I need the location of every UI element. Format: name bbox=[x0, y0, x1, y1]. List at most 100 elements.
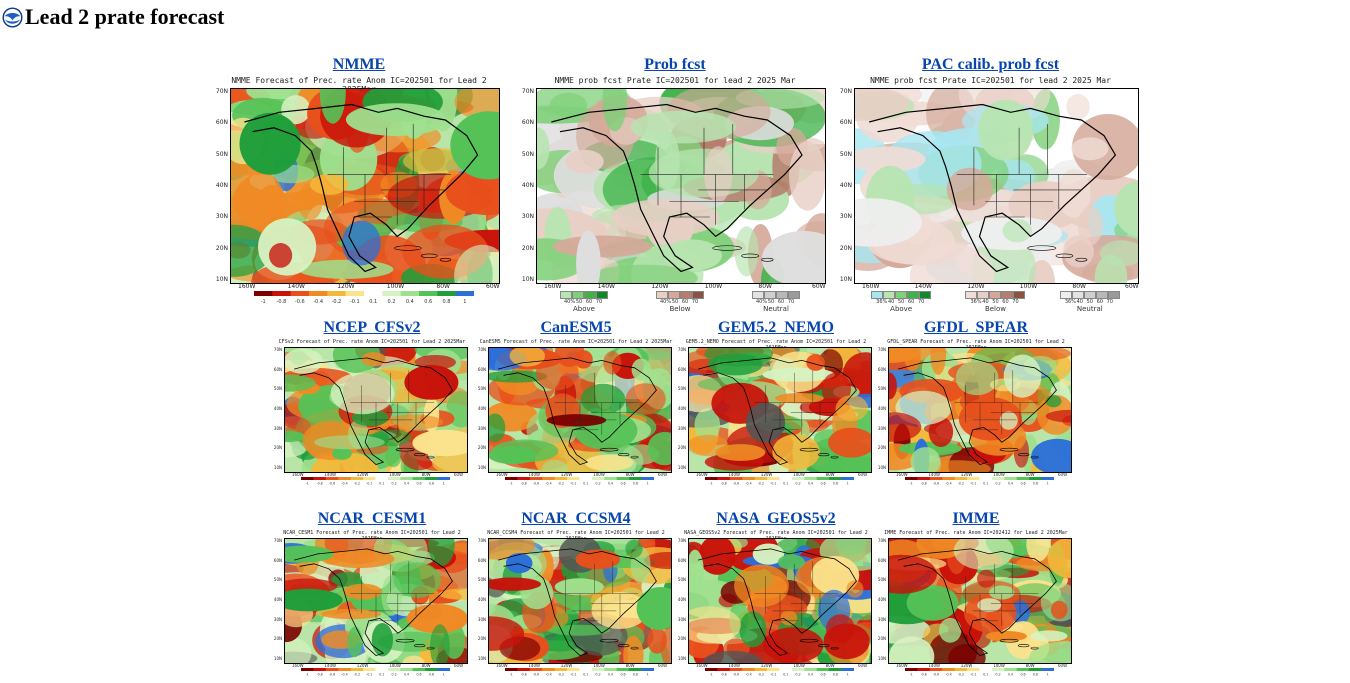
colorbar: -1 -0.8 -0.6 -0.4 -0.2 -0.1 0.1 0.2 0.4 0.6 0.8 1 bbox=[705, 668, 854, 676]
link-cesm1[interactable]: NCAR CESM1 bbox=[317, 510, 427, 527]
map-image-prob[interactable]: NMME prob fcst Prate IC=202501 for lead … bbox=[520, 76, 830, 314]
lat-label: 50N bbox=[839, 150, 852, 158]
lat-label: 70N bbox=[677, 347, 686, 352]
colorbar-swatch bbox=[382, 291, 401, 296]
link-gem52[interactable]: GEM5.2 NEMO bbox=[718, 319, 834, 336]
colorbar-tick-label: -0.8 bbox=[520, 482, 526, 486]
noaa-logo-icon[interactable] bbox=[2, 6, 23, 28]
link-gfdl[interactable]: GFDL SPEAR bbox=[923, 319, 1028, 336]
colorbar-swatch bbox=[616, 668, 630, 671]
legend-swatch bbox=[1083, 291, 1096, 299]
colorbar-tick-label: -0.8 bbox=[277, 299, 287, 304]
link-geos5v2[interactable]: NASA GEOS5v2 bbox=[716, 510, 836, 527]
colorbar-swatch bbox=[505, 668, 518, 671]
colorbar-tick-label: 0.2 bbox=[392, 482, 397, 486]
map-image-cesm1[interactable]: NCAR_CESM1 Forecast of Prec. rate Anom I… bbox=[272, 530, 472, 680]
lon-label: 60W bbox=[1058, 472, 1068, 477]
map-field bbox=[537, 89, 825, 283]
map-image-geos5v2[interactable]: NASA_GEOS5v2 Forecast of Prec. rate Anom… bbox=[676, 530, 876, 680]
legend-number: 40% bbox=[756, 299, 768, 305]
colorbar-tick-label: 0.2 bbox=[388, 299, 396, 304]
colorbar-swatch bbox=[591, 477, 605, 480]
colorbar: -1 -0.8 -0.6 -0.4 -0.2 -0.1 0.1 0.2 0.4 0.6 0.8 1 bbox=[905, 477, 1054, 485]
colorbar-swatch bbox=[779, 477, 793, 480]
colorbar-swatch bbox=[364, 291, 383, 296]
legend-swatch bbox=[1013, 291, 1026, 299]
legend-swatch bbox=[1059, 291, 1072, 299]
map-image-imme[interactable]: IMME Forecast of Prec. rate Anom IC=2024… bbox=[876, 530, 1076, 680]
colorbar-tick-label: 0.2 bbox=[596, 673, 601, 677]
colorbar-tick-label: -0.2 bbox=[332, 299, 342, 304]
colorbar-swatch bbox=[338, 668, 351, 671]
colorbar-tick-label: 0.8 bbox=[633, 482, 638, 486]
colorbar-tick-label: 0.6 bbox=[620, 673, 625, 677]
lat-label: 40N bbox=[477, 597, 486, 602]
colorbar-tick-label: 0.6 bbox=[820, 673, 825, 677]
map-frame bbox=[688, 347, 872, 473]
link-imme[interactable]: IMME bbox=[952, 510, 1000, 527]
link-prob[interactable]: Prob fcst bbox=[644, 56, 706, 73]
link-pac[interactable]: PAC calib. prob fcst bbox=[921, 56, 1060, 73]
lat-label: 30N bbox=[215, 213, 228, 221]
colorbar-tick-label: 0.2 bbox=[796, 482, 801, 486]
legend-swatch bbox=[584, 291, 596, 299]
colorbar-swatch bbox=[272, 291, 291, 296]
lat-label: 50N bbox=[477, 386, 486, 392]
colorbar-tick-label: 0.8 bbox=[443, 299, 451, 304]
colorbar-swatch bbox=[579, 477, 593, 480]
colorbar-swatch bbox=[929, 477, 943, 480]
lon-label: 80W bbox=[825, 663, 835, 668]
map-image-pac[interactable]: NMME prob fcst Prate IC=202501 for lead … bbox=[838, 76, 1143, 314]
colorbar-swatch bbox=[1029, 477, 1042, 480]
colorbar-tick-label: -1 bbox=[710, 482, 713, 486]
legend-name: Neutral bbox=[1076, 305, 1103, 313]
lat-label: 40N bbox=[877, 406, 886, 411]
map-image-gfdl[interactable]: GFDL_SPEAR Forecast of Prec. rate Anom I… bbox=[876, 339, 1076, 489]
legend-swatch bbox=[572, 291, 584, 299]
map-image-canesm5[interactable]: CanESM5 Forecast of Prec. rate Anom IC=2… bbox=[476, 339, 676, 489]
legend-number: 50 bbox=[1086, 299, 1093, 305]
map-image-cfsv2[interactable]: CFSv2 Forecast of Prec. rate Anom IC=202… bbox=[272, 339, 472, 489]
map-image-gem52[interactable]: GEM5.2_NEMO Forecast of Prec. rate Anom … bbox=[676, 339, 876, 489]
map-field bbox=[489, 539, 671, 663]
colorbar-tick-label: 1 bbox=[1047, 482, 1049, 486]
colorbar-tick-label: 1 bbox=[847, 482, 849, 486]
colorbar-tick-label: 0.6 bbox=[1020, 482, 1025, 486]
lon-label: 100W bbox=[793, 472, 805, 477]
legend-swatch bbox=[692, 291, 704, 299]
map-image-ccsm4[interactable]: NCAR_CCSM4 Forecast of Prec. rate Anom I… bbox=[476, 530, 676, 680]
colorbar-tick-label: 0.2 bbox=[796, 673, 801, 677]
link-canesm5[interactable]: CanESM5 bbox=[540, 319, 612, 336]
lat-label: 40N bbox=[273, 597, 282, 602]
map-image-nmme[interactable]: NMME Forecast of Prec. rate Anom IC=2025… bbox=[214, 76, 504, 306]
legend-name: Below bbox=[669, 305, 691, 313]
lat-label: 50N bbox=[273, 577, 282, 583]
colorbar-swatch bbox=[641, 668, 654, 671]
link-cfsv2[interactable]: NCEP CFSv2 bbox=[323, 319, 421, 336]
lon-labels: 160W 140W 120W 100W 80W 60W bbox=[688, 663, 870, 671]
colorbar-swatch bbox=[779, 668, 793, 671]
colorbar-tick-label: -0.1 bbox=[366, 673, 372, 677]
legend-number: 36% bbox=[876, 299, 888, 305]
lon-label: 100W bbox=[389, 472, 401, 477]
legend-number: 36% bbox=[970, 299, 982, 305]
lat-label: 20N bbox=[273, 445, 282, 451]
lon-label: 100W bbox=[993, 472, 1005, 477]
lat-label: 20N bbox=[877, 636, 886, 642]
colorbar-swatch bbox=[313, 477, 327, 480]
lon-label: 100W bbox=[793, 663, 805, 668]
colorbar-tick-label: 0.4 bbox=[808, 673, 813, 677]
lat-label: 40N bbox=[521, 182, 534, 189]
legend-group-above: 36% 40 50 60 70 Above bbox=[854, 291, 948, 313]
lat-label: 50N bbox=[521, 150, 534, 158]
lon-label: 120W bbox=[560, 472, 573, 477]
map-field bbox=[889, 539, 1071, 663]
lon-label: 80W bbox=[625, 472, 635, 477]
lat-label: 50N bbox=[677, 577, 686, 583]
legend-swatch bbox=[1001, 291, 1014, 299]
link-nmme[interactable]: NMME bbox=[332, 56, 386, 73]
lat-label: 70N bbox=[273, 347, 282, 352]
link-ccsm4[interactable]: NCAR CCSM4 bbox=[521, 510, 631, 527]
lat-label: 60N bbox=[477, 557, 486, 563]
colorbar-tick-label: -1 bbox=[510, 673, 513, 677]
